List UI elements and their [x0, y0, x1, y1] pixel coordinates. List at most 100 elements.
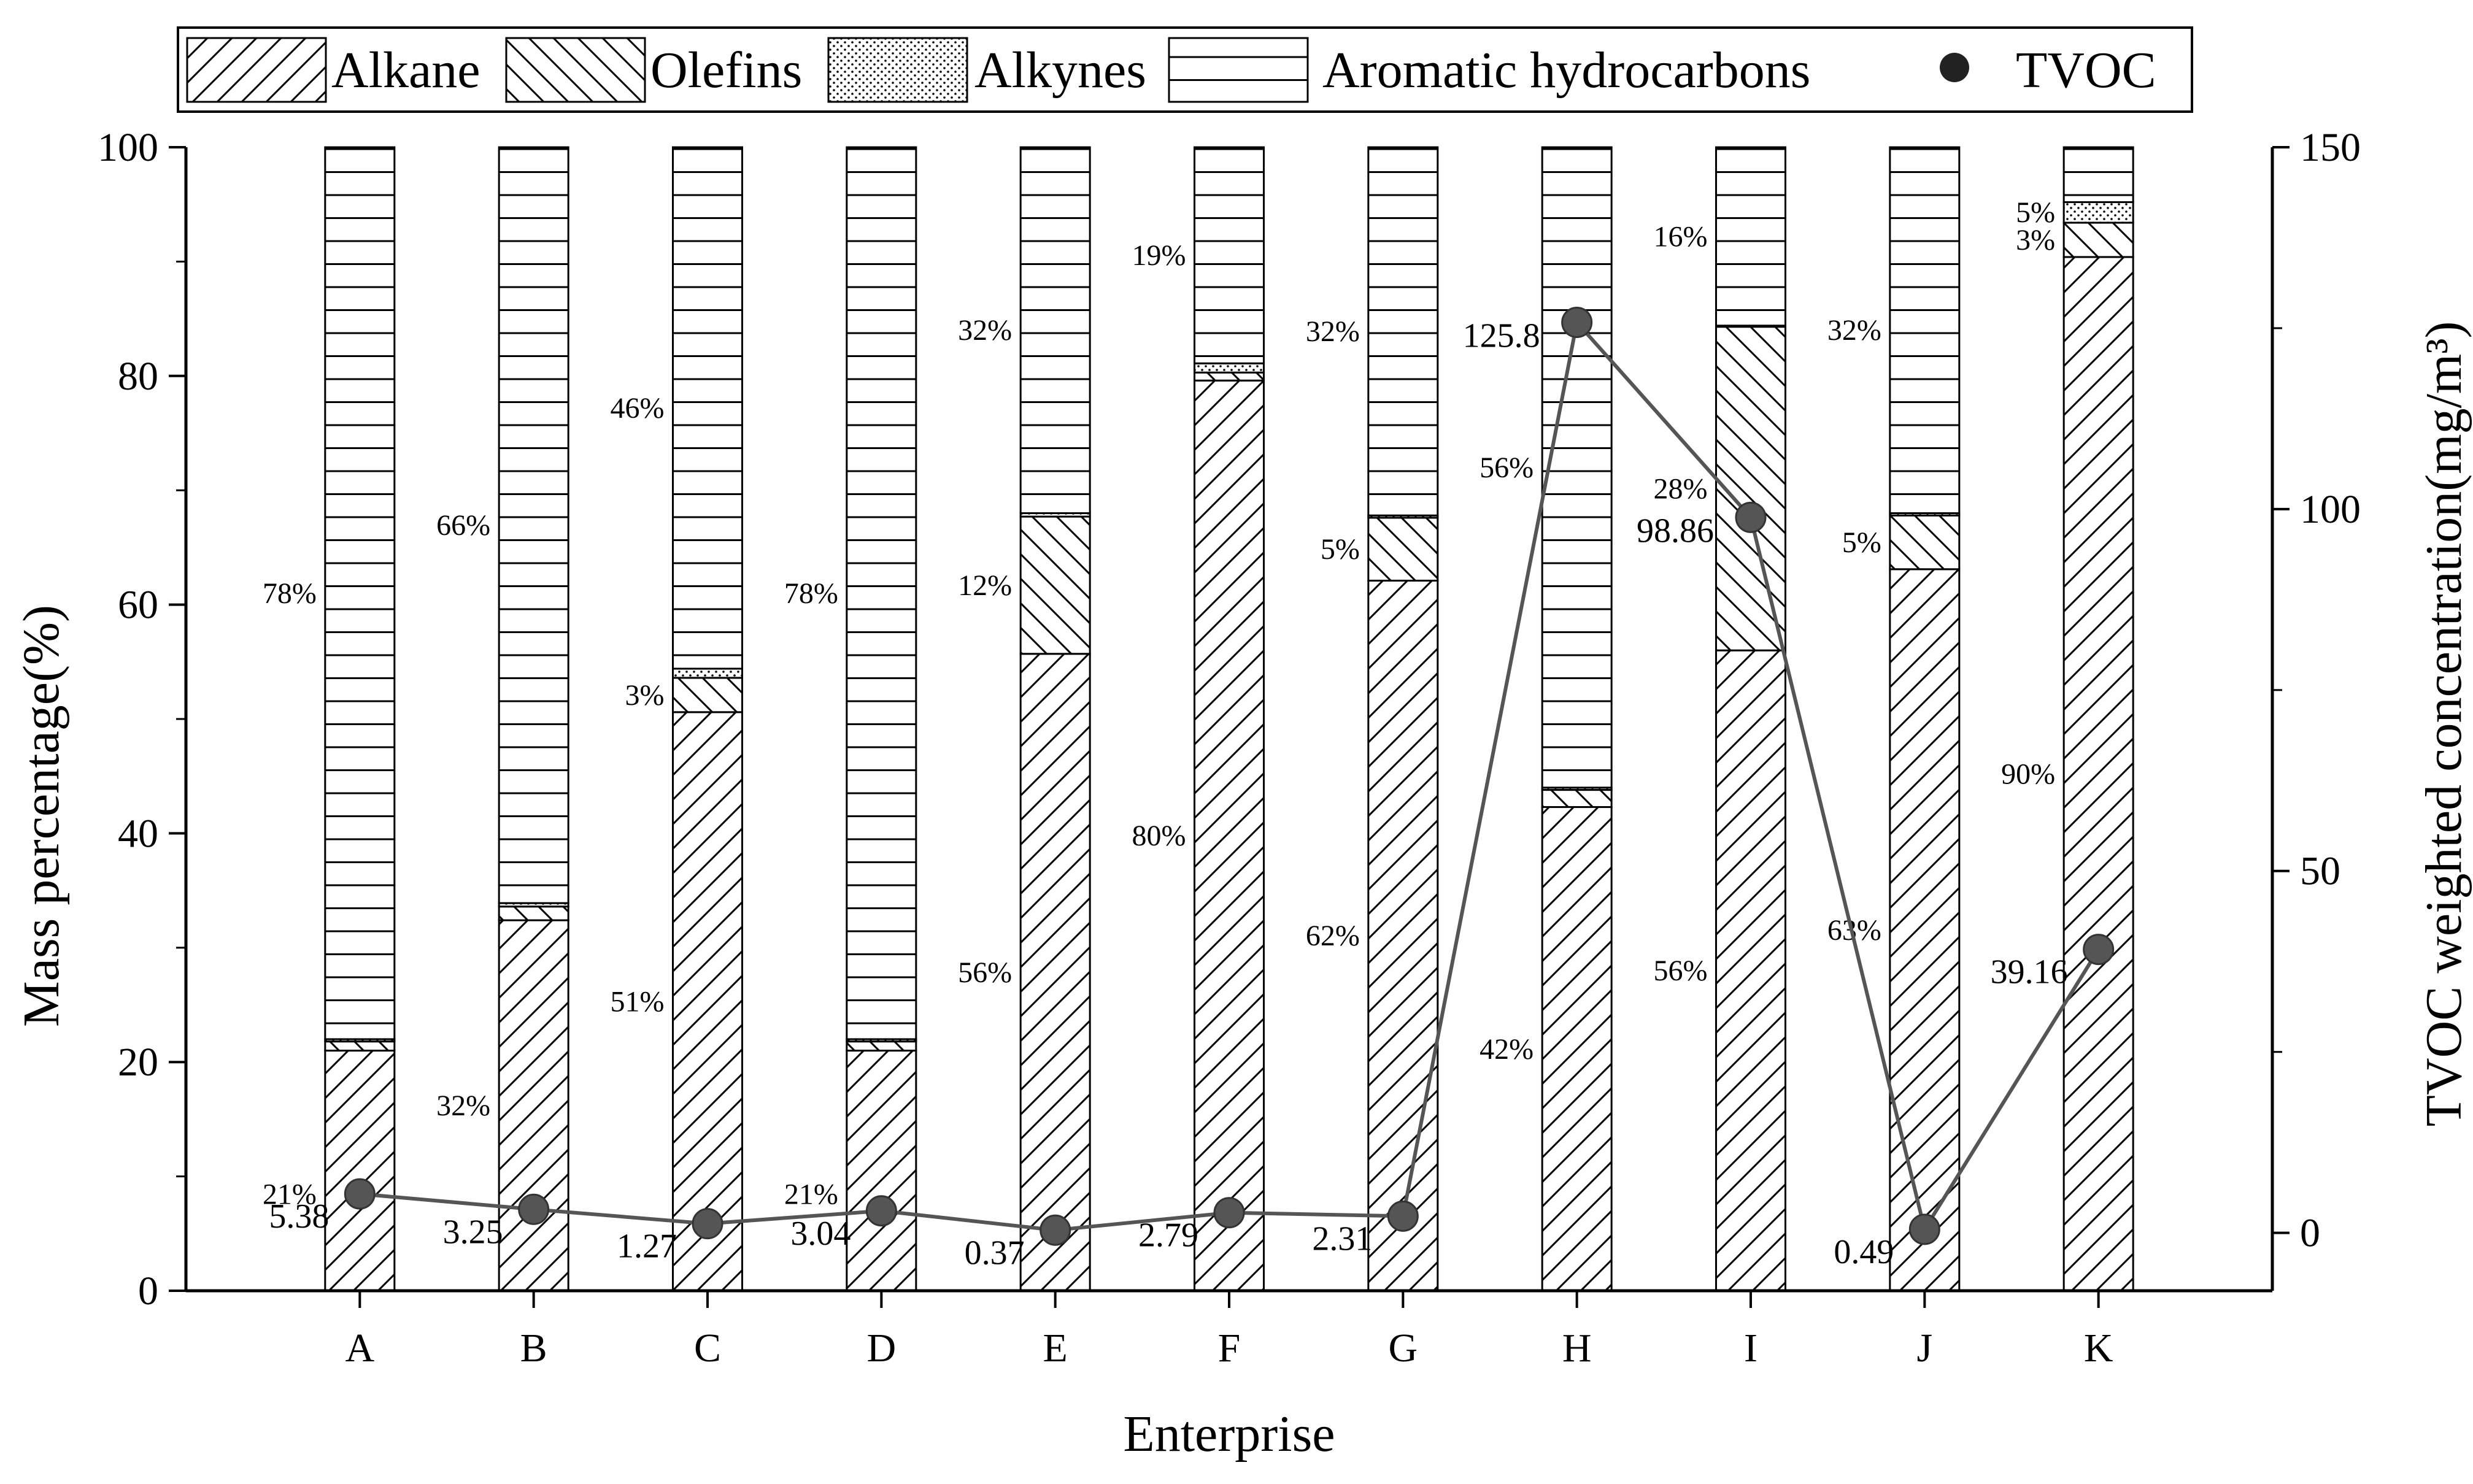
bar-segment: [1715, 649, 1786, 1292]
bar-segment: [1541, 789, 1613, 809]
y-tick-label: 60: [118, 583, 158, 628]
y-tick-label: 0: [138, 1269, 158, 1313]
bar-percent-label: 3%: [625, 679, 665, 712]
tvoc-point: [865, 1195, 897, 1227]
tvoc-value-label: 39.16: [1991, 953, 2068, 991]
tvoc-value-label: 3.25: [443, 1213, 503, 1251]
bar-segment: [498, 905, 569, 921]
bar-segment: [1541, 806, 1613, 1292]
bar-segment: [1367, 517, 1439, 582]
x-tick-label: D: [866, 1326, 896, 1371]
bar-segment: [1715, 326, 1786, 652]
bar-segment: [1019, 653, 1091, 1292]
tvoc-point: [1735, 501, 1767, 533]
bar-percent-label: 62%: [1306, 920, 1360, 952]
y-tick-label: 40: [118, 811, 158, 856]
legend-swatch-alkynes: [827, 37, 968, 103]
bar-percent-label: 90%: [2001, 758, 2055, 790]
tvoc-point: [692, 1208, 723, 1240]
bar-percent-label: 56%: [958, 956, 1012, 989]
tvoc-value-label: 2.31: [1312, 1220, 1372, 1258]
legend-label-tvoc: TVOC: [2016, 42, 2156, 99]
y2-tick-label: 50: [2300, 849, 2340, 894]
tvoc-point: [518, 1193, 550, 1225]
bar-segment: [1541, 146, 1613, 789]
bar-segment: [1889, 146, 1961, 514]
legend: Alkane Olefins Alkynes Aromatic hydrocar…: [177, 26, 2193, 113]
bar-percent-label: 5%: [1321, 533, 1360, 566]
x-tick-label: G: [1388, 1326, 1418, 1371]
bar-percent-label: 32%: [1827, 314, 1881, 347]
bar-percent-label: 21%: [263, 1178, 317, 1211]
tvoc-point: [1387, 1200, 1419, 1232]
x-tick-label: K: [2084, 1326, 2113, 1371]
y-axis-title: Mass percentage(%): [13, 605, 70, 1027]
tvoc-value-label: 0.49: [1834, 1233, 1894, 1271]
bar-percent-label: 80%: [1132, 820, 1186, 852]
bar-percent-label: 21%: [784, 1178, 838, 1211]
bar-percent-label: 16%: [1654, 220, 1708, 253]
tvoc-point: [1213, 1197, 1245, 1229]
legend-label-alkynes: Alkynes: [974, 42, 1146, 99]
bar-segment: [1194, 362, 1265, 374]
bar-segment: [672, 711, 743, 1292]
bar-percent-label: 51%: [611, 985, 665, 1018]
bar-segment: [672, 677, 743, 713]
tvoc-value-label: 1.27: [617, 1228, 677, 1266]
bar-percent-label: 78%: [784, 577, 838, 610]
bar-segment: [324, 146, 396, 1040]
bar-percent-label: 12%: [958, 569, 1012, 602]
bar-segment: [846, 146, 917, 1040]
bar-segment: [1194, 146, 1265, 364]
tvoc-point: [344, 1178, 376, 1210]
bar-segment: [324, 1050, 396, 1292]
bar-percent-label: 56%: [1654, 955, 1708, 987]
bar-percent-label: 19%: [1132, 239, 1186, 272]
bar-percent-label: 32%: [1306, 315, 1360, 348]
x-tick-label: I: [1744, 1326, 1757, 1371]
legend-label-aromatic: Aromatic hydrocarbons: [1322, 42, 1810, 99]
bar-percent-label: 46%: [611, 392, 665, 425]
bar-segment: [846, 1050, 917, 1292]
bar-segment: [1019, 146, 1091, 514]
x-tick-label: H: [1562, 1326, 1592, 1371]
y2-tick-label: 100: [2300, 487, 2361, 532]
y-tick-label: 80: [118, 354, 158, 399]
tvoc-point: [1040, 1214, 1071, 1246]
bar-segment: [2062, 221, 2134, 258]
x-tick-label: C: [694, 1326, 721, 1371]
tvoc-point: [1561, 306, 1593, 338]
bar-segment: [672, 146, 743, 670]
bar-segment: [2062, 201, 2134, 224]
legend-swatch-olefins: [505, 37, 646, 103]
y-tick-label: 20: [118, 1040, 158, 1085]
x-axis-title: Enterprise: [1123, 1405, 1335, 1463]
bar-segment: [2062, 146, 2134, 203]
bar-segment: [498, 146, 569, 904]
y2-tick-label: 0: [2300, 1211, 2320, 1256]
tvoc-value-label: 5.38: [269, 1198, 329, 1236]
bar-percent-label: 42%: [1480, 1033, 1534, 1066]
bar-segment: [672, 667, 743, 679]
y2-tick-label: 150: [2300, 125, 2361, 170]
bar-percent-label: 56%: [1480, 452, 1534, 484]
legend-label-olefins: Olefins: [650, 42, 802, 99]
x-tick-label: B: [520, 1326, 547, 1371]
legend-swatch-aromatic: [1168, 37, 1309, 103]
bar-segment: [1194, 379, 1265, 1292]
bar-segment: [1367, 579, 1439, 1292]
bar-segment: [1367, 146, 1439, 517]
bar-segment: [1019, 515, 1091, 655]
x-tick-label: E: [1043, 1326, 1068, 1371]
bar-percent-label: 28%: [1654, 472, 1708, 505]
x-tick-label: A: [345, 1326, 374, 1371]
bar-percent-label: 5%: [1842, 526, 1881, 559]
bar-segment: [846, 1040, 917, 1052]
tvoc-value-label: 3.04: [790, 1215, 851, 1253]
bar-segment: [1889, 514, 1961, 571]
tvoc-value-label: 0.37: [965, 1234, 1025, 1272]
bar-percent-label: 32%: [958, 314, 1012, 347]
legend-marker-tvoc: [1940, 53, 1969, 82]
y2-axis-title: TVOC weighted concentration(mg/m³): [2415, 321, 2472, 1127]
tvoc-point: [2083, 934, 2115, 966]
